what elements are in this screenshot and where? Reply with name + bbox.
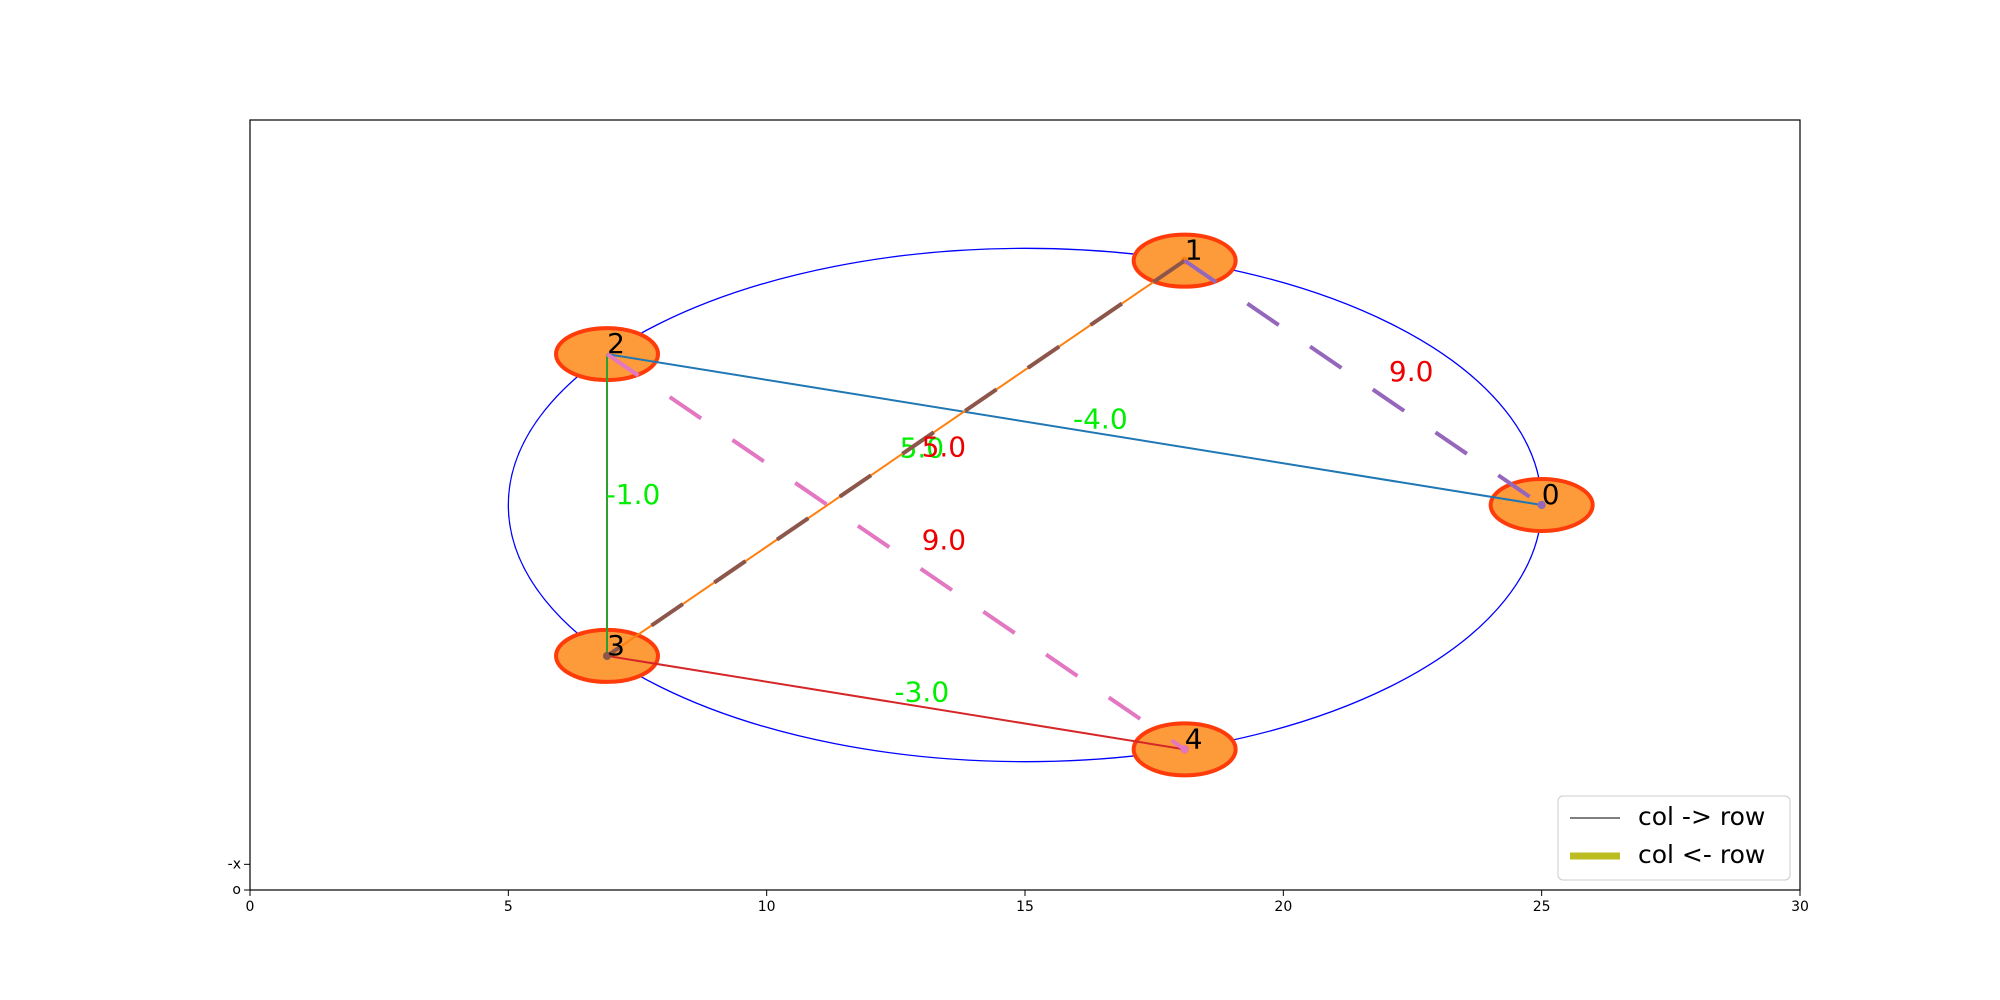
edge: [606, 353, 1542, 506]
y-tick-label: -x: [228, 856, 241, 872]
legend-label: col -> row: [1638, 802, 1765, 831]
legend-label: col <- row: [1638, 840, 1765, 869]
edge-label: -3.0: [895, 676, 950, 709]
node-label: 3: [607, 629, 625, 662]
x-tick-label: 20: [1274, 899, 1292, 915]
node-label: 1: [1185, 234, 1203, 267]
edge-label: 9.0: [922, 524, 967, 557]
x-tick-label: 10: [758, 899, 776, 915]
edge: [1183, 259, 1543, 507]
x-tick-label: 30: [1791, 899, 1809, 915]
edge-label: 5.0: [922, 430, 967, 463]
node-label: 0: [1542, 478, 1560, 511]
edge-end: [603, 651, 612, 660]
node-label: 4: [1185, 722, 1203, 755]
layout-ring: [507, 247, 1543, 763]
edge-label: 5.0: [900, 431, 945, 464]
node-label: 2: [607, 327, 625, 360]
x-tick-label: 0: [246, 899, 255, 915]
x-tick-label: 25: [1533, 899, 1551, 915]
edge: [606, 654, 1185, 751]
x-tick-label: 5: [504, 899, 513, 915]
edge-label: 9.0: [1389, 355, 1434, 388]
edge-label: -1.0: [606, 478, 661, 511]
edge-end: [1537, 501, 1546, 509]
edge: [606, 259, 1186, 657]
y-tick-label: o: [232, 882, 241, 898]
edge-label: -4.0: [1073, 403, 1128, 436]
edge-end: [1180, 745, 1189, 754]
x-tick-label: 15: [1016, 899, 1034, 915]
